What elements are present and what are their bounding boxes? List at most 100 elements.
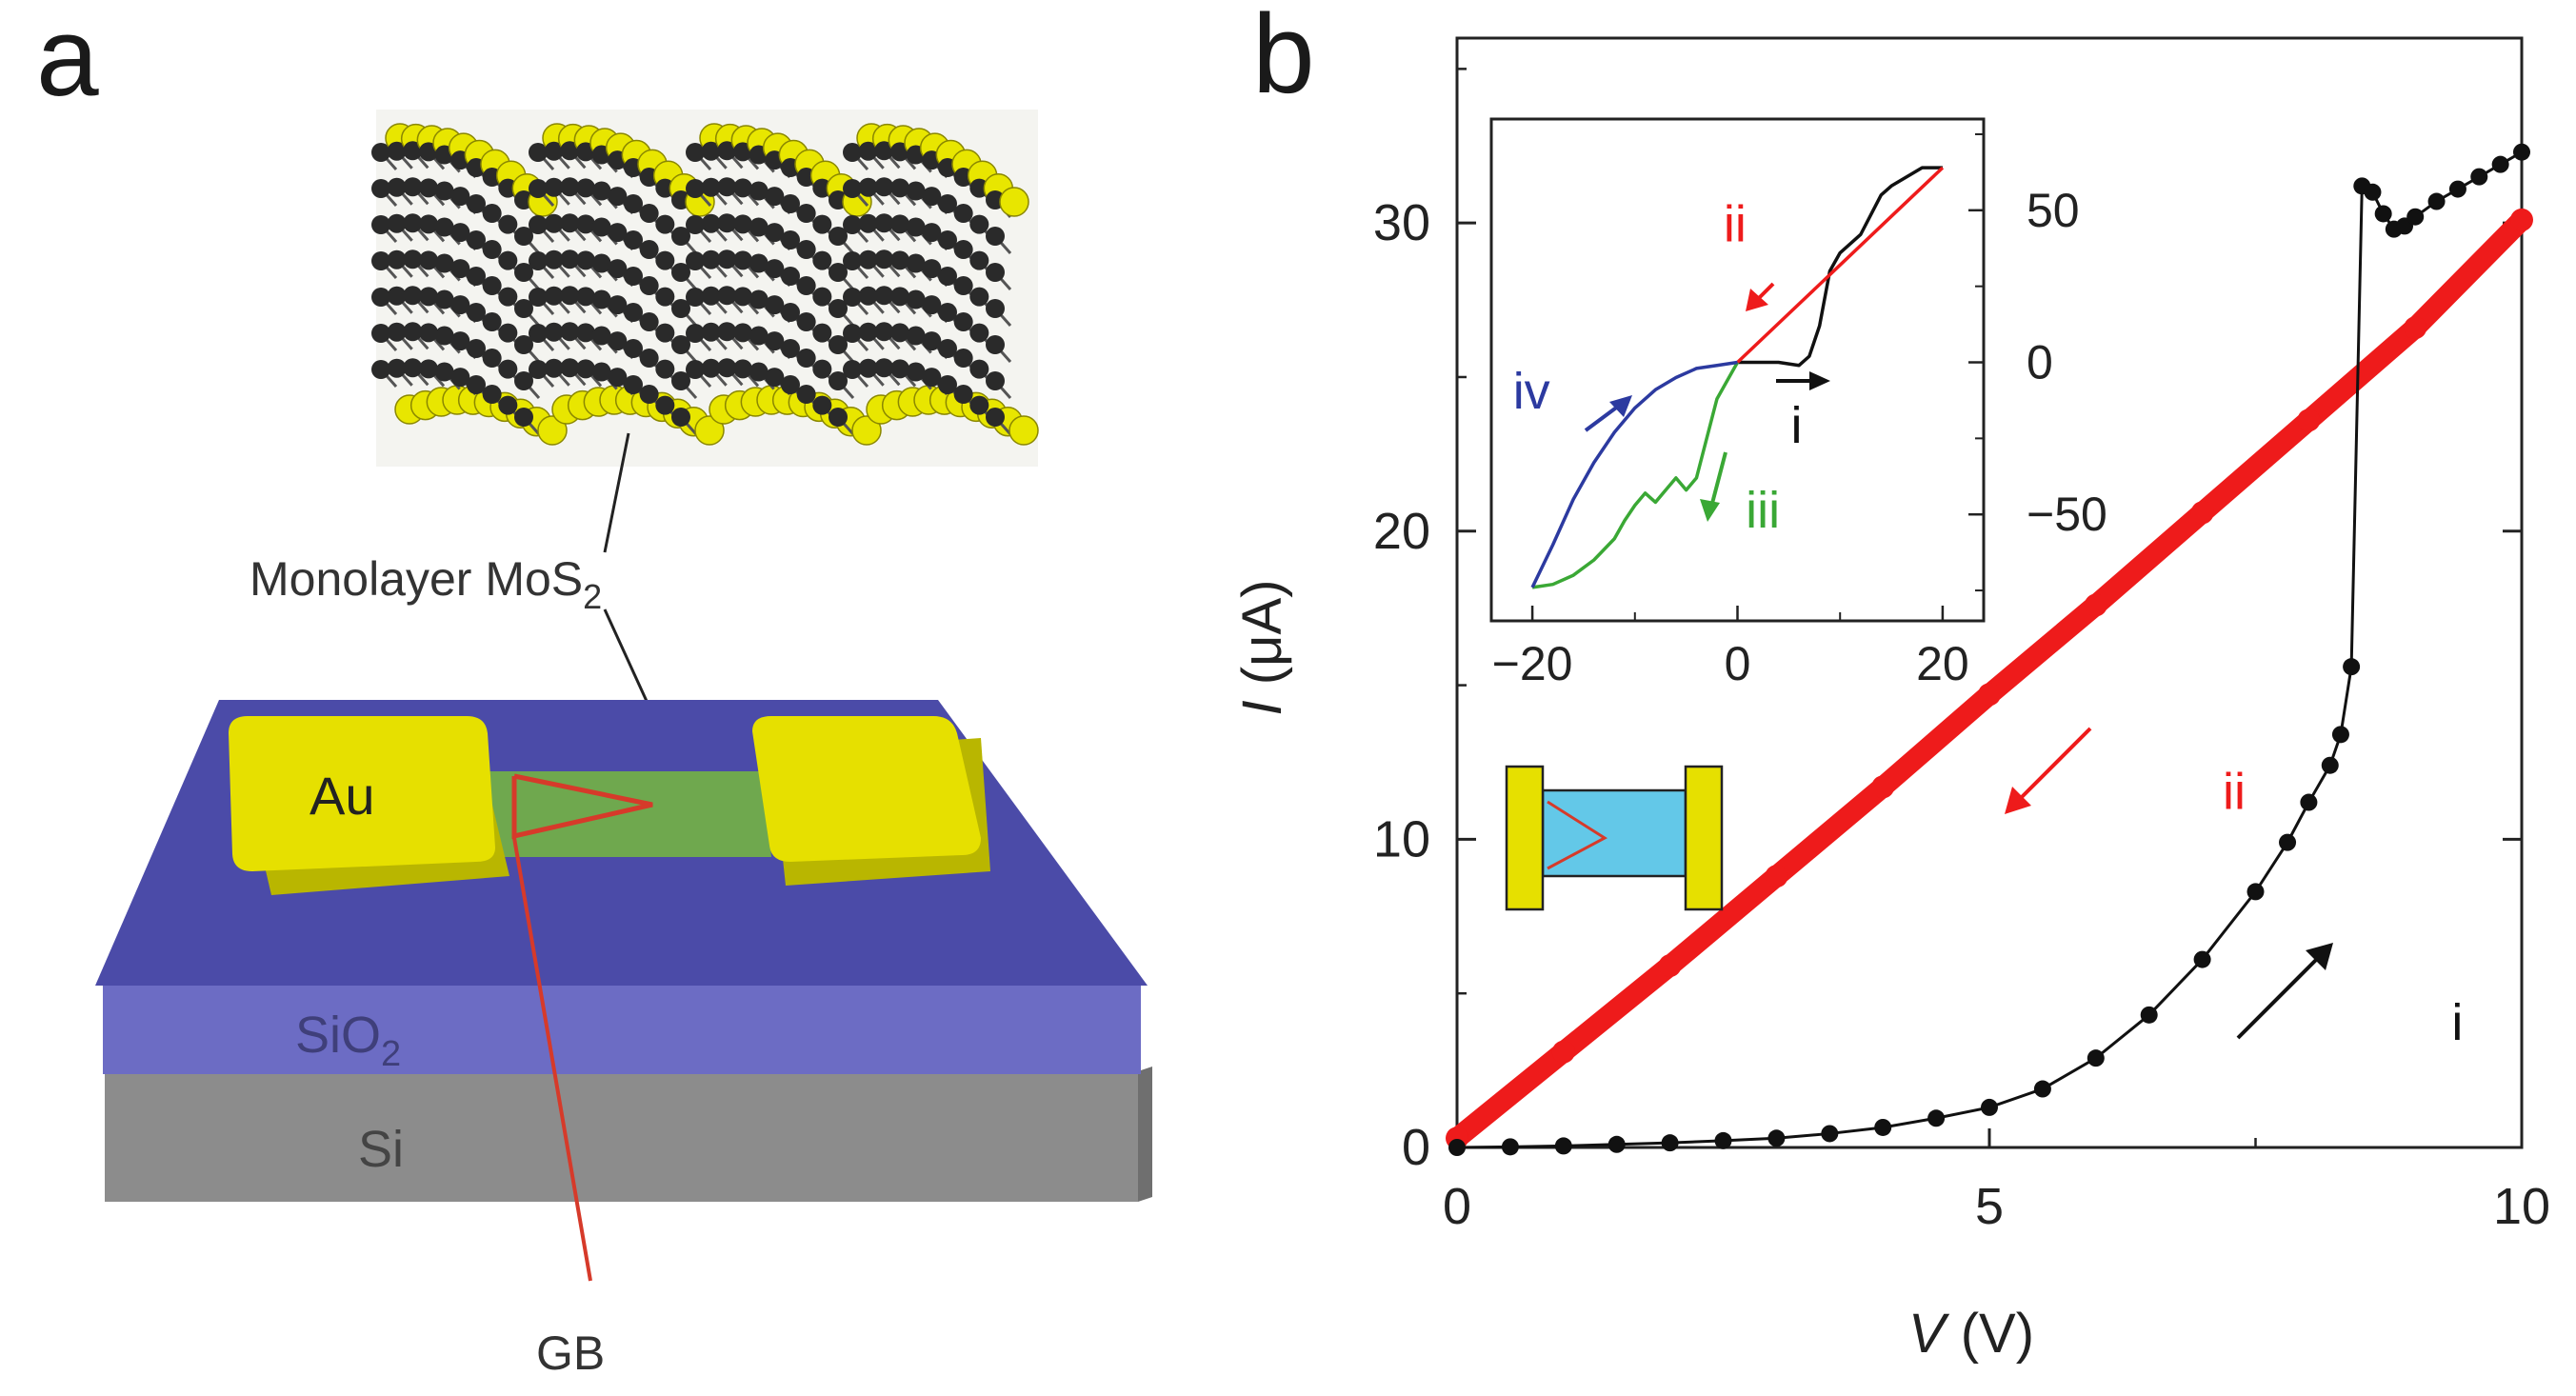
mo-atom: [498, 214, 518, 234]
mo-atom: [906, 217, 926, 237]
inset-series-i-line: [1737, 166, 1943, 368]
inset-x-tick-label: −20: [1492, 637, 1573, 690]
mo-atom: [544, 177, 564, 197]
mo-atom: [858, 322, 878, 342]
mo-atom: [829, 263, 848, 282]
mo-atom: [514, 299, 533, 318]
mo-atom: [874, 358, 894, 378]
mo-atom: [403, 322, 423, 342]
mo-atom: [938, 303, 957, 323]
mo-atom: [498, 359, 518, 379]
mo-atom: [843, 215, 862, 234]
mo-atom: [812, 287, 832, 307]
mo-atom: [544, 141, 564, 161]
mo-atom: [938, 375, 957, 395]
mo-atom: [843, 251, 862, 270]
mo-atom: [717, 322, 737, 342]
mo-atom: [387, 213, 407, 233]
series-i-point: [1821, 1125, 1839, 1143]
mo-atom: [765, 223, 785, 243]
y-axis-label: I (μA): [1231, 580, 1293, 716]
series-i-point: [1927, 1109, 1946, 1127]
mo-atom: [608, 187, 628, 207]
series-i-point: [1448, 1139, 1466, 1156]
series-ii-point: [2404, 316, 2427, 340]
gb-label: GB: [536, 1326, 605, 1380]
mo-atom: [890, 323, 909, 343]
mo-atom: [986, 299, 1005, 318]
mo-atom: [482, 276, 502, 296]
series-i-point: [2140, 1006, 2158, 1024]
mo-atom: [514, 408, 533, 427]
mo-atom: [434, 362, 454, 382]
mo-atom: [874, 141, 894, 161]
au-electrode-right: [752, 716, 990, 886]
mo-atom: [701, 286, 721, 306]
series-i-point: [2087, 1049, 2105, 1067]
mo-atom: [576, 178, 595, 198]
arrow-i-main: [2236, 946, 2330, 1040]
mo-atom: [701, 322, 721, 342]
mo-atom: [482, 312, 502, 332]
mo-atom: [858, 177, 878, 197]
mo-atom: [639, 312, 659, 332]
mo-atom: [938, 194, 957, 214]
mo-atom: [890, 359, 909, 379]
mo-atom: [812, 214, 832, 234]
mo-atom: [655, 359, 675, 379]
mo-atom: [514, 227, 533, 246]
mo-atom: [717, 249, 737, 269]
mo-atom: [671, 299, 690, 318]
mo-atom: [419, 323, 438, 343]
mo-atom: [922, 187, 942, 207]
mo-atom: [450, 295, 470, 315]
mo-atom: [482, 349, 502, 369]
mo-atom: [843, 143, 862, 162]
mo-atom: [591, 362, 611, 382]
s-atom: [1008, 415, 1039, 446]
mo-atom: [874, 177, 894, 197]
device-sketch-grain-boundary: [1547, 800, 1608, 870]
mo-atom: [544, 322, 564, 342]
mo-atom: [434, 289, 454, 309]
mo-atom: [796, 276, 816, 296]
mo-atom: [874, 286, 894, 306]
mo-atom: [576, 287, 595, 307]
mo-atom: [890, 287, 909, 307]
series-i-point: [2491, 155, 2509, 173]
mo-atom: [922, 331, 942, 351]
mo-atom: [829, 227, 848, 246]
mo-atom: [544, 358, 564, 378]
inset-annotation-iv: iv: [1513, 363, 1550, 420]
mo-atom: [371, 288, 390, 307]
mo-atom: [591, 217, 611, 237]
device-sketch-electrode-left: [1505, 765, 1545, 911]
series-i-point: [2279, 833, 2297, 851]
x-tick-label: 0: [1443, 1178, 1471, 1235]
mo-atom: [986, 227, 1005, 246]
monolayer-label: Monolayer MoS2: [250, 552, 602, 616]
mo-atom: [701, 177, 721, 197]
mo-atom: [953, 385, 973, 405]
inset-y-tick-label: −50: [2027, 488, 2107, 541]
mo-atom: [624, 194, 643, 214]
series-i-point: [2193, 950, 2211, 968]
mo-atom: [591, 181, 611, 201]
mo-atom: [655, 178, 675, 198]
s-atom: [537, 415, 568, 446]
mo-atom: [874, 249, 894, 269]
mo-atom: [434, 181, 454, 201]
mo-atom: [560, 249, 580, 269]
mo-atom: [969, 250, 989, 270]
mo-atom: [749, 217, 769, 237]
mo-atom: [986, 335, 1005, 354]
series-i-point: [2331, 726, 2349, 744]
mo-atom: [639, 349, 659, 369]
mo-atom: [419, 178, 438, 198]
series-i-point: [2470, 168, 2488, 186]
mo-atom: [969, 178, 989, 198]
mo-atom: [938, 267, 957, 287]
